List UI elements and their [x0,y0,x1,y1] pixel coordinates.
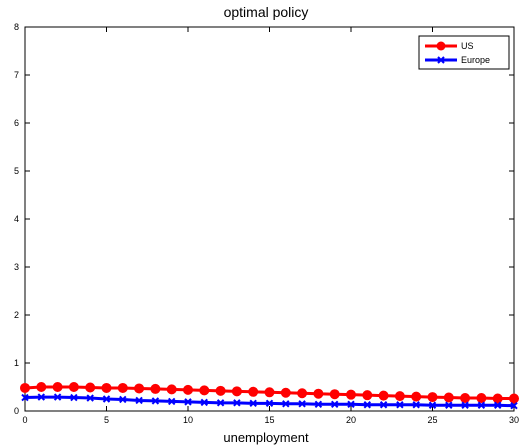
data-point-us [476,393,487,404]
data-point-europe [510,402,518,410]
data-point-us [443,392,454,403]
data-point-us [297,388,308,399]
data-point-us [313,388,324,399]
data-point-us [264,387,275,398]
data-point-us [231,386,242,397]
data-point-us [411,391,422,402]
x-tick-label: 25 [427,415,437,425]
data-point-us [460,393,471,404]
x-tick-label: 20 [346,415,356,425]
data-point-us [85,382,96,393]
y-tick-label: 8 [14,22,19,32]
data-point-europe [445,401,453,409]
data-point-europe [265,399,274,408]
x-tick-label: 30 [509,415,519,425]
data-point-europe [119,395,127,404]
data-point-europe [151,397,160,405]
chart-title: optimal policy [224,4,309,20]
legend-label-us: US [461,41,474,51]
data-point-europe [363,401,372,409]
data-point-us [150,383,161,394]
plot-area [24,26,515,412]
y-tick-label: 4 [14,214,19,224]
data-point-us [117,382,128,393]
data-point-europe [184,398,192,406]
data-point-europe [53,393,62,401]
legend [418,35,510,70]
data-point-us [280,387,291,398]
data-point-europe [493,401,502,409]
data-point-europe [314,400,323,408]
y-tick-label: 1 [14,358,19,368]
data-point-us [199,385,210,396]
data-point-europe [135,396,143,405]
data-point-europe [396,401,404,409]
y-tick-label: 7 [14,70,19,80]
data-point-europe [347,400,355,408]
data-point-europe [86,394,94,402]
data-point-europe [298,400,306,408]
data-point-us [492,393,503,404]
y-tick-label: 2 [14,310,19,320]
x-tick-label: 0 [22,415,27,425]
data-point-europe [477,401,486,409]
y-tick-label: 0 [14,406,19,416]
data-point-europe [282,400,290,408]
data-point-us [183,384,193,395]
data-point-europe [412,401,420,409]
y-tick-label: 6 [14,118,19,128]
data-point-us [68,382,79,392]
x-tick-label: 5 [104,415,109,425]
legend-marker-us [436,41,446,51]
data-point-us [166,384,177,395]
data-point-us [346,389,356,400]
legend-marker-europe [437,56,445,64]
legend-label-europe: Europe [461,55,490,65]
y-tick-label: 5 [14,166,19,176]
x-tick-label: 10 [183,415,193,425]
data-point-europe [216,399,225,407]
data-point-europe [21,393,29,402]
data-point-europe [167,397,176,406]
data-point-europe [428,401,437,409]
data-point-us [362,390,373,401]
data-point-us [36,382,47,392]
data-point-us [52,382,63,392]
data-point-us [378,390,389,401]
data-point-us [215,385,226,396]
data-point-us [329,389,340,400]
y-tick-label: 3 [14,262,19,272]
data-point-europe [70,393,78,402]
data-point-europe [233,399,241,407]
data-point-europe [37,393,46,401]
x-tick-label: 15 [264,415,274,425]
data-point-us [248,386,259,397]
data-point-us [509,393,519,404]
data-point-europe [200,398,209,407]
data-point-europe [461,401,469,409]
data-point-us [101,382,112,393]
data-point-europe [379,401,388,409]
data-point-us [394,391,405,402]
data-point-europe [249,399,257,408]
data-point-europe [330,400,339,408]
data-point-europe [102,395,111,403]
x-axis-label: unemployment [223,430,309,445]
data-point-us [20,382,30,393]
data-point-us [134,383,145,394]
data-point-us [427,392,438,403]
